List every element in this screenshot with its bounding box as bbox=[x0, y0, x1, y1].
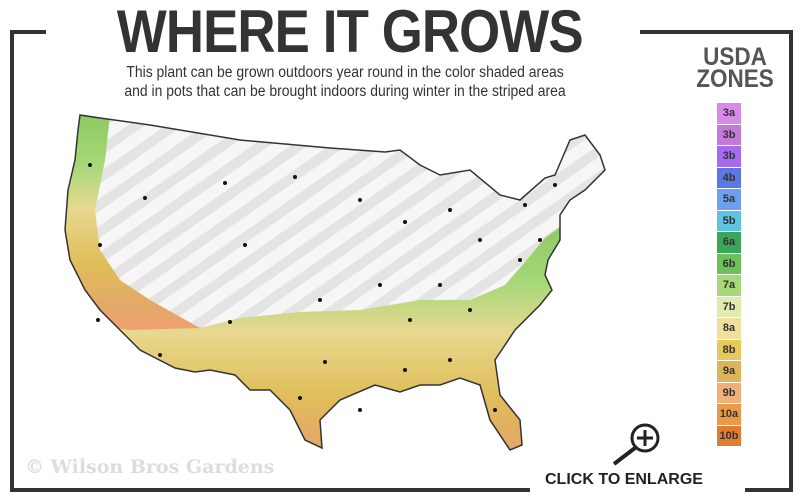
city-dot bbox=[438, 283, 442, 287]
city-dot bbox=[518, 258, 522, 262]
city-dot bbox=[468, 308, 472, 312]
city-dot bbox=[223, 181, 227, 185]
legend-swatch-6a: 6a bbox=[717, 232, 741, 253]
city-dot bbox=[523, 203, 527, 207]
city-dot bbox=[228, 320, 232, 324]
watermark: © Wilson Bros Gardens bbox=[25, 456, 275, 478]
legend-swatch-9a: 9a bbox=[717, 361, 741, 382]
frame-top-left bbox=[10, 30, 46, 34]
frame-bottom-left bbox=[10, 488, 530, 492]
legend-swatch-3b: 3b bbox=[717, 146, 741, 167]
click-to-enlarge-button[interactable]: CLICK TO ENLARGE bbox=[545, 471, 703, 488]
frame-left bbox=[10, 30, 14, 492]
city-dot bbox=[243, 243, 247, 247]
city-dot bbox=[448, 208, 452, 212]
city-dot bbox=[408, 318, 412, 322]
legend-swatch-9b: 9b bbox=[717, 382, 741, 403]
city-dot bbox=[143, 196, 147, 200]
city-dot bbox=[98, 243, 102, 247]
us-outline bbox=[64, 114, 606, 451]
city-dot bbox=[478, 238, 482, 242]
city-dot bbox=[538, 238, 542, 242]
legend-title-line-2: ZONES bbox=[696, 65, 774, 93]
city-dot bbox=[493, 408, 497, 412]
city-dot bbox=[358, 408, 362, 412]
legend-swatch-8a: 8a bbox=[717, 318, 741, 339]
city-dot bbox=[403, 220, 407, 224]
legend-swatch-7b: 7b bbox=[717, 296, 741, 317]
legend-swatch-10b: 10b bbox=[717, 425, 741, 446]
city-dot bbox=[298, 396, 302, 400]
legend-swatch-8b: 8b bbox=[717, 339, 741, 360]
frame-top-right bbox=[640, 30, 793, 34]
map-fill bbox=[65, 115, 605, 450]
city-dot bbox=[553, 183, 557, 187]
city-dot bbox=[96, 318, 100, 322]
page-title: WHERE IT GROWS bbox=[116, 0, 584, 65]
legend-title-line-1: USDA bbox=[703, 43, 767, 71]
city-dot bbox=[378, 283, 382, 287]
frame-right bbox=[789, 30, 793, 492]
zone-legend: 3a 3b 3b 4b 5a 5b 6a 6b 7a 7b 8a 8b 9a 9b 10a 10b bbox=[717, 103, 741, 447]
magnifier-plus-icon[interactable] bbox=[610, 420, 666, 468]
subtitle-line-1: This plant can be grown outdoors year ro… bbox=[126, 64, 564, 81]
legend-swatch-4b: 4b bbox=[717, 167, 741, 188]
legend-swatch-6b: 6b bbox=[717, 253, 741, 274]
legend-swatch-3b: 3b bbox=[717, 124, 741, 145]
growing-zone-west-coast bbox=[65, 115, 200, 330]
legend-swatch-5a: 5a bbox=[717, 189, 741, 210]
frame-bottom-right bbox=[745, 488, 793, 492]
city-dot bbox=[158, 353, 162, 357]
subtitle-line-2: and in pots that can be brought indoors … bbox=[124, 83, 566, 100]
legend-swatch-5b: 5b bbox=[717, 210, 741, 231]
legend-swatch-3a: 3a bbox=[717, 103, 741, 124]
city-dot bbox=[448, 358, 452, 362]
legend-title: USDA ZONES bbox=[680, 43, 790, 93]
city-dot bbox=[293, 175, 297, 179]
city-dot bbox=[323, 360, 327, 364]
legend-swatch-7a: 7a bbox=[717, 275, 741, 296]
city-dot bbox=[88, 163, 92, 167]
city-dots bbox=[88, 163, 557, 412]
city-dot bbox=[358, 198, 362, 202]
city-dot bbox=[318, 298, 322, 302]
city-dot bbox=[403, 368, 407, 372]
legend-swatch-10a: 10a bbox=[717, 404, 741, 425]
